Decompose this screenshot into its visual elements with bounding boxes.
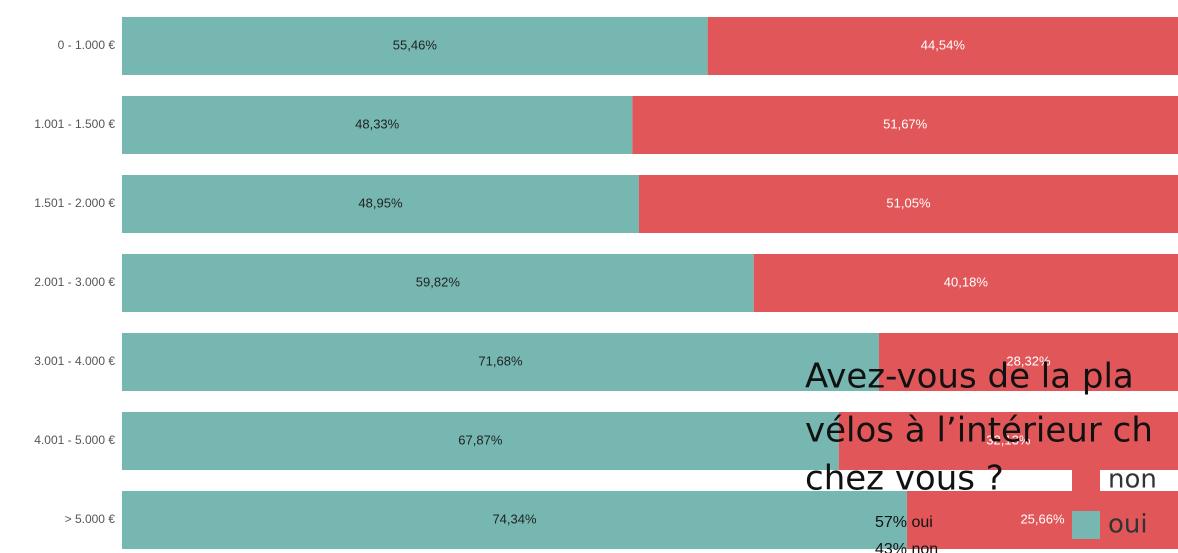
bar-segment <box>122 96 633 154</box>
data-label: 40,18% <box>944 274 989 289</box>
data-label: 48,95% <box>358 195 403 210</box>
data-label: 74,34% <box>492 511 537 526</box>
data-label: 71,68% <box>478 353 523 368</box>
y-tick-label: > 5.000 € <box>65 512 116 526</box>
legend-label: non <box>1108 465 1157 495</box>
data-label: 25,66% <box>1020 511 1065 526</box>
bar-segment <box>122 175 639 233</box>
bar-segment <box>632 96 1178 154</box>
data-label: 32,13% <box>986 432 1031 447</box>
y-tick-label: 4.001 - 5.000 € <box>34 433 115 447</box>
bar-segment <box>122 412 839 470</box>
bar-segment <box>122 254 754 312</box>
data-label: 48,33% <box>355 116 400 131</box>
legend-label: oui <box>1108 510 1148 540</box>
bar-segment <box>638 175 1178 233</box>
y-tick-label: 1.501 - 2.000 € <box>34 196 115 210</box>
data-label: 51,05% <box>886 195 931 210</box>
data-label: 59,82% <box>416 274 461 289</box>
legend-swatch <box>1072 511 1100 539</box>
y-tick-label: 0 - 1.000 € <box>58 38 116 52</box>
bar-segment <box>753 254 1178 312</box>
annotation: vélos à l’intérieur ch <box>805 411 1153 451</box>
y-tick-label: 2.001 - 3.000 € <box>34 275 115 289</box>
bar-segment <box>878 333 1178 391</box>
annotation: 57% oui <box>875 514 933 531</box>
y-tick-label: 1.001 - 1.500 € <box>34 117 115 131</box>
bar-segment <box>122 17 708 75</box>
bar-segment <box>707 17 1178 75</box>
bar-segment <box>122 491 908 549</box>
bar-segment <box>838 412 1178 470</box>
legend-swatch <box>1072 466 1100 494</box>
bar-segment <box>907 491 1178 549</box>
y-tick-label: 3.001 - 4.000 € <box>34 354 115 368</box>
bar-segment <box>122 333 879 391</box>
data-label: 28,32% <box>1006 353 1051 368</box>
annotation: 43% non <box>875 541 938 553</box>
data-label: 55,46% <box>393 37 438 52</box>
annotation: chez vous ? <box>805 459 1004 499</box>
data-label: 67,87% <box>458 432 503 447</box>
data-label: 51,67% <box>883 116 928 131</box>
annotation: Avez-vous de la pla <box>805 357 1134 397</box>
data-label: 44,54% <box>921 37 966 52</box>
